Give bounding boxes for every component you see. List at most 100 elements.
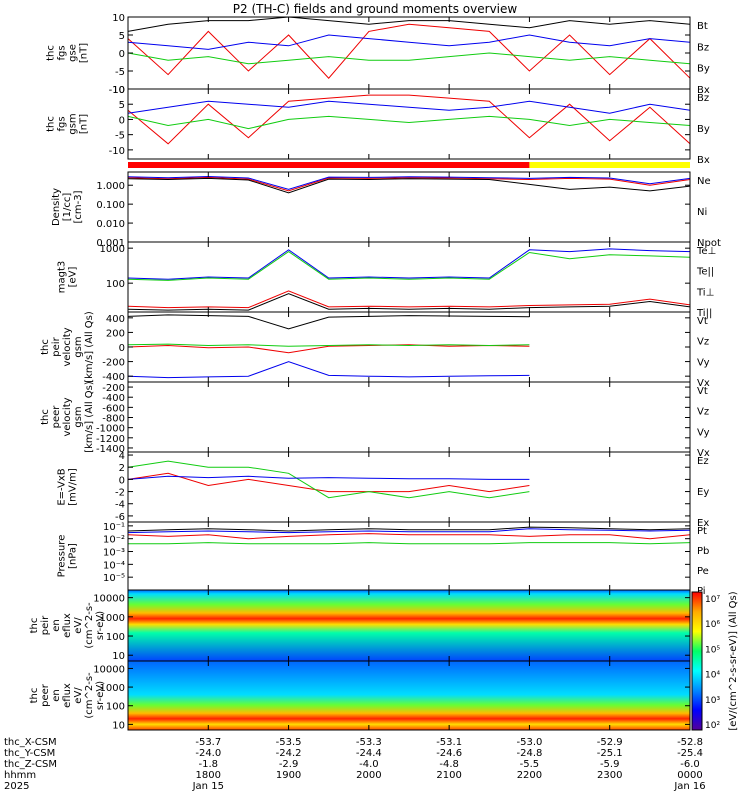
- series-line-Pt: [127, 526, 691, 532]
- y-tick-label: -4: [115, 500, 125, 511]
- axis-row-value: -5.9: [600, 759, 620, 770]
- colorbar-label: [eV/(cm^2-s-sr-eV)] (All Qs): [728, 591, 739, 730]
- y-tick-label: 4: [119, 451, 125, 462]
- y-axis-label: [km/s] (All Qs): [84, 311, 95, 383]
- legend-label: Vy: [697, 427, 710, 438]
- series-line-Vt: [127, 314, 530, 330]
- y-tick-label: 1000: [100, 613, 125, 624]
- legend-label: Vz: [697, 407, 709, 418]
- axis-row-value: 1800: [196, 770, 221, 781]
- axis-row-value: -53.1: [436, 737, 462, 748]
- legend-label: Npot: [697, 238, 721, 249]
- y-tick-label: -800: [102, 414, 125, 425]
- panel-frame: [127, 521, 691, 591]
- panel-fgs-gse: 10 5 0 -5 -10 thc fgs gse [nT] Bt Bz By Bx: [46, 13, 710, 96]
- axis-row-value: -4.0: [359, 759, 379, 770]
- legend-label: Bz: [697, 93, 709, 104]
- y-axis-label: thc: [46, 45, 57, 61]
- y-tick-label: 0: [119, 343, 125, 354]
- y-axis-label: velocity: [62, 397, 73, 436]
- axis-row-label: 2025: [4, 781, 29, 792]
- y-tick-label: 10⁻³: [103, 548, 125, 559]
- y-axis-label: [mV/m]: [68, 468, 79, 506]
- axis-row-value: Jan 15: [192, 781, 224, 792]
- panel-frame: [127, 381, 691, 453]
- y-axis-label: eV/: [73, 617, 84, 634]
- y-tick-label: 10: [112, 85, 125, 96]
- colorbar: 10⁷ 10⁶ 10⁵ 10⁴ 10³ 10² [eV/(cm^2-s-sr-eV)] (A…: [691, 591, 739, 731]
- panel-frame: [127, 660, 691, 731]
- legend-label: Ni: [697, 207, 707, 218]
- y-tick-label: 10⁻²: [103, 535, 125, 546]
- axis-row-value: -53.3: [356, 737, 382, 748]
- y-axis-label: [cm-3]: [73, 190, 84, 223]
- y-tick-label: -200: [102, 383, 125, 394]
- y-tick-label: 5: [119, 31, 125, 42]
- colorbar-scale: [691, 591, 703, 731]
- y-axis-label: peer: [40, 683, 51, 707]
- legend-label: Vt: [697, 386, 708, 397]
- y-tick-label: 10: [112, 720, 125, 731]
- panel-frame: [127, 88, 691, 160]
- y-axis-label: thc: [29, 618, 40, 634]
- legend-label: Pb: [697, 546, 709, 557]
- y-axis-label: (cm^2-s-: [84, 602, 95, 649]
- y-tick-label: 100: [106, 632, 125, 643]
- axis-row-value: -25.1: [597, 748, 623, 759]
- y-axis-label: sr-eV): [95, 681, 106, 710]
- y-tick-label: 10: [112, 13, 125, 24]
- y-axis-label: peer: [51, 405, 62, 429]
- y-axis-label: E=-VxB: [57, 468, 68, 505]
- y-tick-label: 10⁻⁴: [103, 560, 125, 571]
- series-line-By: [127, 115, 691, 130]
- legend-label: Te||: [696, 267, 714, 278]
- series-line-Vx: [127, 361, 530, 379]
- y-tick-label: 10⁻¹: [103, 522, 125, 533]
- series-line-Te: [127, 290, 691, 309]
- mode-bar: [128, 162, 690, 168]
- panel-e-field: 420 -2-4-6 E=-VxB [mV/m] Ez Ey Ex: [57, 451, 710, 529]
- series-line-Ti: [127, 250, 691, 281]
- y-tick-label: 0: [119, 49, 125, 60]
- legend-label: Ne: [697, 176, 711, 187]
- y-axis-label: gsm: [73, 406, 84, 427]
- axis-row-value: -4.8: [439, 759, 459, 770]
- colorbar-tick-label: 10⁷: [705, 595, 720, 605]
- panel-peir-eflux: 10000 1000 100 10 thc peir en eflux eV/(cm^2-s-s…: [29, 589, 691, 662]
- y-axis-label: gse: [68, 44, 79, 62]
- series-line-Bz: [127, 94, 691, 145]
- axis-row-value: -24.8: [516, 748, 542, 759]
- axis-row-value: -53.0: [516, 737, 542, 748]
- y-tick-label: -400: [102, 372, 125, 383]
- legend-label: Ti||: [696, 308, 712, 319]
- axis-row-value: -2.9: [279, 759, 299, 770]
- y-tick-label: -10: [109, 146, 125, 157]
- panel-temperature: 1000 100 magt3 [eV] Te⊥ Te|| Ti⊥ Ti||: [57, 241, 716, 319]
- panel-pressure: 10⁻¹10⁻²10⁻³10⁻⁴10⁻⁵Pressure[nPa]PtPbPeP…: [57, 521, 709, 597]
- y-axis-label: sr-eV): [95, 611, 106, 640]
- y-tick-label: 1000: [100, 244, 125, 255]
- time-axis-labels: thc_X-CSM -53.7 -53.5 -53.3 -53.1 -53.0 -52.9-…: [4, 737, 706, 792]
- y-tick-label: 1000: [100, 683, 125, 694]
- axis-row-value: 1900: [276, 770, 301, 781]
- y-tick-label: 0.010: [96, 219, 125, 230]
- series-line-Te: [127, 293, 691, 311]
- legend-label: Te⊥: [696, 246, 716, 257]
- axis-row-label: hhmm: [4, 770, 36, 781]
- legend-label: Vt: [697, 316, 708, 327]
- y-tick-label: 200: [106, 328, 125, 339]
- panel-peer-eflux: 10000 1000 100 10 thc peer en eflux eV/(cm^2-s-s…: [29, 660, 691, 731]
- axis-row-value: -25.4: [677, 748, 703, 759]
- y-axis-label: thc: [46, 116, 57, 132]
- axis-row-value: 2200: [517, 770, 542, 781]
- panel-frame: [127, 16, 691, 90]
- panel-frame: [127, 451, 691, 523]
- y-axis-label: velocity: [62, 327, 73, 366]
- y-axis-label: [1/cc]: [62, 193, 73, 222]
- axis-row-value: -24.4: [356, 748, 382, 759]
- legend-label: Vx: [697, 378, 710, 389]
- y-axis-label: peir: [40, 615, 51, 635]
- legend-label: Bt: [697, 21, 708, 32]
- axis-row-value: -52.9: [597, 737, 623, 748]
